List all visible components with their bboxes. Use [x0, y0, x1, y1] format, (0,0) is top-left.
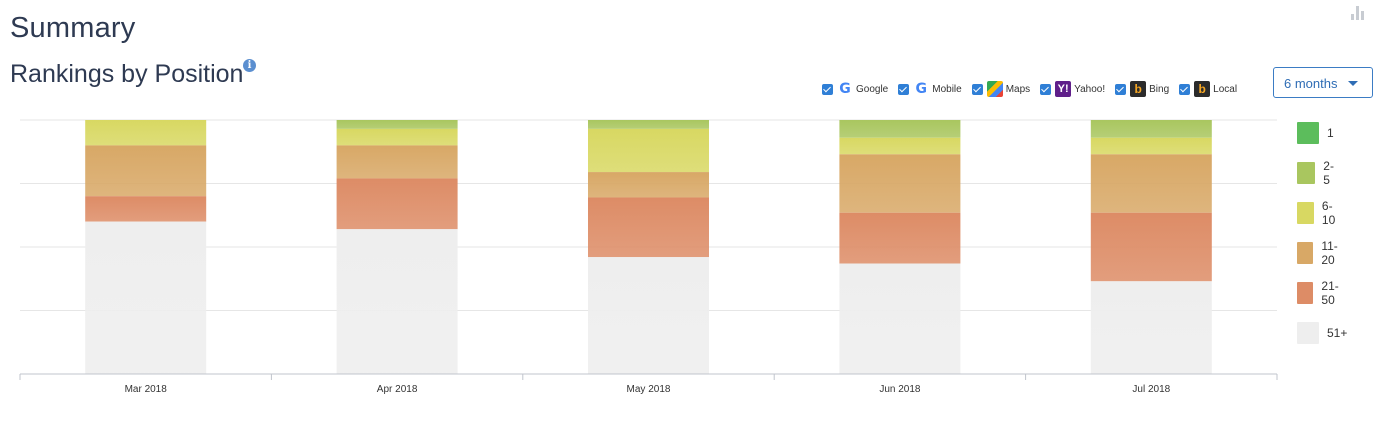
legend-swatch	[1297, 122, 1319, 144]
engine-label: Local	[1213, 83, 1238, 95]
bar-segment[interactable]	[336, 178, 458, 230]
bar-segment[interactable]	[588, 257, 709, 374]
bar-segment[interactable]	[839, 137, 961, 155]
engine-local[interactable]: b Local	[1179, 81, 1237, 97]
period-value: 6 months	[1284, 76, 1338, 91]
bar-segment[interactable]	[839, 263, 961, 374]
bar-segment[interactable]	[1090, 120, 1212, 138]
chevron-down-icon	[1348, 81, 1358, 86]
engine-maps[interactable]: Maps	[971, 81, 1031, 97]
maps-icon	[986, 81, 1003, 97]
legend-item[interactable]: 1	[1297, 122, 1334, 144]
local-checkbox[interactable]	[1179, 83, 1191, 95]
bar-segment[interactable]	[336, 128, 458, 146]
bing-icon: b	[1130, 81, 1147, 97]
google-icon: G	[915, 81, 928, 97]
legend-label: 11-20	[1321, 239, 1338, 267]
bar-segment[interactable]	[1090, 154, 1212, 213]
bar-segment[interactable]	[588, 197, 709, 258]
bing-icon: b	[1194, 81, 1211, 97]
mobile-checkbox[interactable]	[898, 83, 910, 95]
period-select[interactable]: 6 months	[1273, 67, 1373, 98]
legend-item[interactable]: 6-10	[1297, 199, 1340, 227]
bar-segment[interactable]	[85, 120, 207, 146]
x-tick-label: Mar 2018	[125, 384, 168, 395]
engine-bing[interactable]: b Bing	[1115, 81, 1169, 97]
x-tick-label: Apr 2018	[377, 384, 418, 395]
engine-filters: G Google G Mobile Maps Y! Yahoo! b Bing …	[822, 80, 1247, 98]
bar-segment[interactable]	[1090, 281, 1212, 374]
x-tick-label: Jun 2018	[879, 384, 921, 395]
bar-segment[interactable]	[588, 128, 709, 173]
yahoo-checkbox[interactable]	[1040, 83, 1052, 95]
legend-label: 2-5	[1323, 159, 1334, 187]
chart-menu-icon[interactable]	[1350, 6, 1366, 20]
engine-mobile[interactable]: G Mobile	[898, 81, 962, 97]
google-checkbox[interactable]	[822, 83, 833, 95]
bar-segment[interactable]	[85, 221, 207, 374]
x-tick-label: Jul 2018	[1132, 384, 1170, 395]
legend-swatch	[1297, 162, 1316, 184]
bar-segment[interactable]	[85, 145, 207, 197]
legend-item[interactable]: 2-5	[1297, 159, 1338, 187]
bar-segment[interactable]	[336, 120, 458, 129]
engine-google[interactable]: G Google	[822, 81, 888, 97]
legend-label: 6-10	[1321, 199, 1336, 227]
engine-label: Maps	[1005, 83, 1031, 95]
bar-segment[interactable]	[839, 212, 961, 264]
bar-segment[interactable]	[839, 154, 961, 213]
legend-item[interactable]: 21-50	[1297, 279, 1344, 307]
engine-label: Bing	[1149, 83, 1170, 95]
legend-item[interactable]: 51+	[1297, 322, 1347, 344]
legend-swatch	[1297, 282, 1314, 304]
yahoo-icon: Y!	[1055, 81, 1072, 97]
bar-segment[interactable]	[336, 145, 458, 179]
engine-yahoo[interactable]: Y! Yahoo!	[1040, 81, 1105, 97]
legend-label: 51+	[1327, 326, 1348, 340]
engine-label: Yahoo!	[1074, 83, 1106, 95]
legend-swatch	[1297, 202, 1314, 224]
google-icon: G	[839, 81, 851, 97]
engine-label: Mobile	[932, 83, 962, 95]
rankings-chart: Mar 2018 Apr 2018 May 2018 Jun 2018 Jul 2018	[19, 119, 1278, 395]
page-title: Summary	[10, 12, 136, 44]
legend-label: 1	[1327, 126, 1334, 140]
legend-item[interactable]: 11-20	[1297, 239, 1343, 267]
engine-label: Google	[856, 83, 889, 95]
legend-swatch	[1297, 242, 1314, 264]
bar-segment[interactable]	[85, 196, 207, 222]
bar-segment[interactable]	[1090, 212, 1212, 282]
legend-label: 21-50	[1321, 279, 1339, 307]
info-icon[interactable]: i	[243, 59, 256, 72]
bing-checkbox[interactable]	[1115, 83, 1127, 95]
bar-segment[interactable]	[336, 229, 458, 374]
section-title: Rankings by Position	[10, 60, 244, 88]
maps-checkbox[interactable]	[971, 83, 983, 95]
bar-segment[interactable]	[588, 172, 709, 198]
bar-segment[interactable]	[1090, 137, 1212, 155]
bar-segment[interactable]	[839, 120, 961, 138]
x-tick-label: May 2018	[627, 384, 671, 395]
legend-swatch	[1297, 322, 1319, 344]
bar-segment[interactable]	[588, 120, 709, 129]
